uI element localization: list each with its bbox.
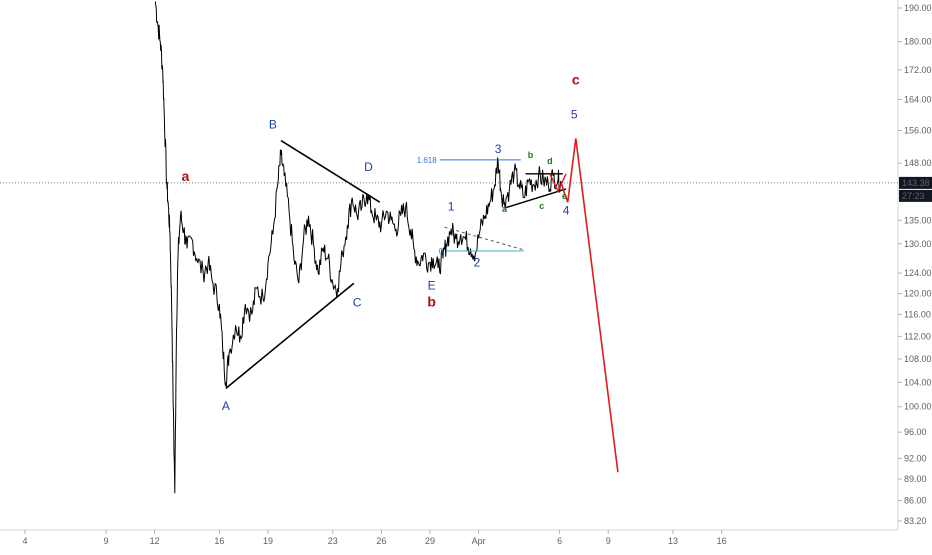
small-triangle-lower — [505, 188, 567, 209]
y-tick-label: 148.00 — [904, 158, 932, 168]
triangle-upper-trendline — [280, 139, 381, 203]
y-tick-label: 164.00 — [904, 94, 932, 104]
y-tick-label: 92.00 — [904, 454, 927, 464]
wave-label-2: 2 — [474, 256, 481, 270]
wave-label-b-minor: b — [528, 150, 534, 160]
y-tick-label: 104.00 — [904, 377, 932, 387]
last-price-label: 143.38 — [902, 178, 930, 188]
y-tick-label: 135.00 — [904, 215, 932, 225]
x-tick-label: 29 — [425, 536, 435, 546]
wave-label-5: 5 — [571, 108, 578, 122]
y-tick-label: 124.00 — [904, 268, 932, 278]
wave-label-E: E — [428, 278, 436, 292]
time-axis[interactable]: 4 9 12 16 19 23 26 29 Apr 6 9 13 16 — [22, 530, 727, 546]
price-axis[interactable]: 190.00 180.00 172.00 164.00 156.00 148.00 135.… — [898, 3, 932, 526]
y-tick-label: 86.00 — [904, 495, 927, 505]
wave-label-b-major: b — [427, 294, 436, 310]
wave-label-d-minor: d — [547, 156, 553, 166]
x-tick-label: 16 — [717, 536, 727, 546]
wave-label-a-minor: a — [502, 204, 508, 214]
price-series — [154, 1, 562, 494]
y-tick-label: 96.00 — [904, 427, 927, 437]
countdown-box — [899, 189, 932, 202]
wave-labels: A B C D E 1 2 3 4 5 a b c a b c d e 1.618 0 — [181, 71, 579, 412]
wave-label-1: 1 — [448, 199, 455, 213]
wave2-dashed-line — [444, 226, 523, 250]
x-tick-label: 19 — [263, 536, 273, 546]
y-tick-label: 156.00 — [904, 125, 932, 135]
y-tick-label: 130.00 — [904, 239, 932, 249]
wave-label-3: 3 — [495, 142, 502, 156]
forecast-line — [560, 138, 619, 473]
x-tick-label: 16 — [214, 536, 224, 546]
y-tick-label: 100.00 — [904, 402, 932, 412]
x-tick-label: 12 — [150, 536, 160, 546]
x-tick-label: 9 — [606, 536, 611, 546]
wave-label-C: C — [353, 296, 362, 310]
forecast-series — [549, 138, 619, 473]
x-tick-label: 6 — [557, 536, 562, 546]
wave-label-a-major: a — [181, 168, 189, 184]
y-tick-label: 190.00 — [904, 3, 932, 13]
y-tick-label: 172.00 — [904, 65, 932, 75]
fib-label-1618: 1.618 — [417, 156, 438, 165]
x-tick-label: Apr — [472, 536, 486, 546]
wave-label-D: D — [364, 160, 373, 174]
y-tick-label: 120.00 — [904, 288, 932, 298]
y-tick-label: 180.00 — [904, 37, 932, 47]
triangle-lower-trendline — [225, 282, 355, 389]
y-tick-label: 89.00 — [904, 474, 927, 484]
wave-label-B: B — [269, 117, 277, 131]
wave-label-c-minor: c — [539, 201, 544, 211]
forecast-wave4-mark — [549, 173, 567, 193]
y-tick-label: 112.00 — [904, 331, 931, 341]
y-tick-label: 116.00 — [904, 310, 931, 320]
wave-label-c-major: c — [572, 71, 580, 87]
countdown-label: 27:23 — [902, 191, 925, 201]
x-tick-label: 26 — [376, 536, 386, 546]
wave-label-e-minor: e — [562, 191, 567, 201]
y-tick-label: 108.00 — [904, 354, 932, 364]
x-tick-label: 13 — [668, 536, 678, 546]
x-tick-label: 4 — [22, 536, 27, 546]
price-line — [154, 1, 562, 494]
y-tick-label: 83.20 — [904, 516, 927, 526]
fib-label-0: 0 — [439, 247, 444, 256]
last-price-box — [899, 176, 932, 189]
wave-label-4: 4 — [563, 203, 570, 217]
wave-label-A: A — [222, 399, 230, 413]
x-tick-label: 23 — [328, 536, 338, 546]
x-tick-label: 9 — [103, 536, 108, 546]
annotations — [0, 139, 898, 389]
